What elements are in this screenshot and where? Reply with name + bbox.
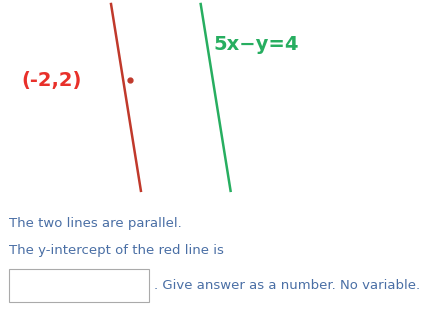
Text: The y-intercept of the red line is: The y-intercept of the red line is — [9, 244, 223, 257]
FancyBboxPatch shape — [9, 269, 149, 302]
Text: (-2,2): (-2,2) — [21, 71, 81, 90]
Text: . Give answer as a number. No variable.: . Give answer as a number. No variable. — [153, 279, 419, 292]
Text: 5x−y=4: 5x−y=4 — [213, 35, 298, 54]
Text: The two lines are parallel.: The two lines are parallel. — [9, 216, 181, 229]
